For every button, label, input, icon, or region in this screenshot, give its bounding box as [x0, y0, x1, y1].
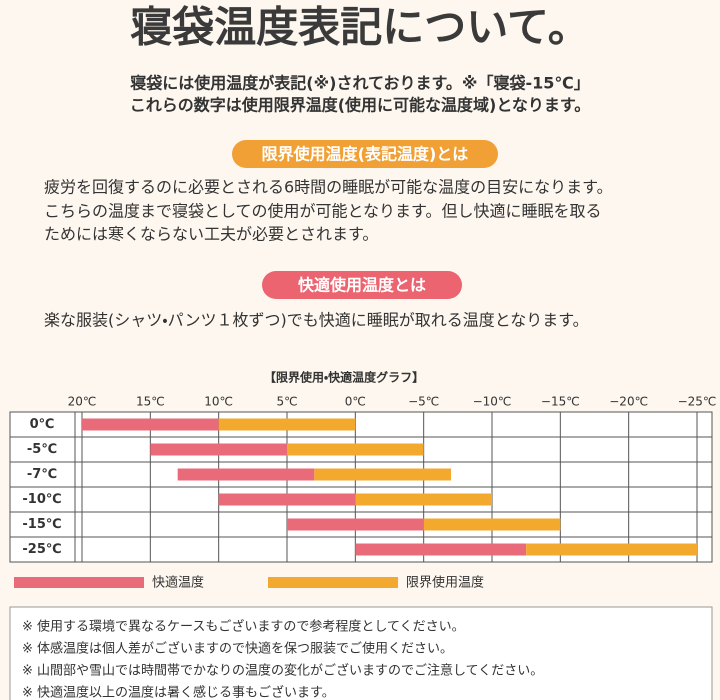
range-bar	[423, 518, 561, 531]
range-bar	[218, 418, 356, 431]
category-label: -5℃	[27, 442, 57, 457]
section-pill	[262, 271, 462, 299]
range-bar	[355, 543, 527, 556]
intro-line: 寝袋には使用温度が表記(※)されております。※「寝袋-15℃」	[130, 74, 589, 93]
section-label: 限界使用温度(表記温度)とは	[262, 145, 469, 164]
body-line: 楽な服装(シャツ・パンツ１枚ずつ)でも快適に睡眠が取れる温度となります。	[44, 311, 589, 330]
x-tick-label: 0℃	[345, 395, 366, 409]
range-bar	[287, 443, 424, 456]
range-bar	[218, 493, 356, 506]
category-label: -7℃	[27, 467, 57, 482]
intro-line: これらの数字は使用限界温度(使用に可能な温度域)となります。	[130, 96, 591, 115]
legend-label: 限界使用温度	[406, 575, 484, 591]
note-line: ※ 山間部や雪山では時間帯でかなりの温度の変化がございますのでご注意してください…	[22, 663, 543, 679]
range-bar	[526, 543, 697, 556]
range-bar	[355, 493, 492, 506]
note-line: ※ 体感温度は個人差がございますので快適を保つ服装でご使用ください。	[22, 641, 453, 657]
section-pill	[232, 140, 498, 168]
x-tick-label: 20℃	[68, 395, 97, 409]
note-line: ※ 使用する環境で異なるケースもございますので参考程度としてください。	[22, 619, 465, 635]
notes-box	[9, 606, 713, 700]
x-tick-label: −15℃	[541, 395, 580, 409]
body-line: こちらの温度まで寝袋としての使用が可能となります。但し快適に睡眠を取る	[44, 202, 601, 221]
legend-label: 快適温度	[152, 575, 204, 591]
title: 寝袋温度表記について。	[130, 3, 589, 52]
section-label: 快適使用温度とは	[298, 276, 426, 295]
x-tick-label: 10℃	[204, 395, 233, 409]
legend-swatch	[14, 577, 144, 588]
category-label: -10℃	[22, 492, 61, 507]
body-line: ためには寒くならない工夫が必要とされます。	[44, 225, 378, 244]
range-bar	[82, 418, 219, 431]
range-bar	[287, 518, 424, 531]
x-tick-label: 15℃	[136, 395, 165, 409]
note-line: ※ 快適温度以上の温度は暑く感じる事もございます。	[22, 685, 335, 700]
legend-swatch	[268, 577, 398, 588]
range-bar	[177, 468, 315, 481]
body-line: 疲労を回復するのに必要とされる6時間の睡眠が可能な温度の目安になります。	[44, 178, 613, 197]
x-tick-label: 5℃	[276, 395, 297, 409]
range-bar	[150, 443, 287, 456]
category-label: -25℃	[22, 542, 61, 557]
range-bar	[314, 468, 451, 481]
category-label: -15℃	[22, 517, 61, 532]
chart-title: 【限界使用・快適温度グラフ】	[264, 370, 424, 385]
category-label: 0℃	[30, 417, 55, 432]
x-tick-label: −20℃	[609, 395, 648, 409]
x-tick-label: −10℃	[473, 395, 512, 409]
x-tick-label: −5℃	[408, 395, 439, 409]
x-tick-label: −25℃	[678, 395, 717, 409]
